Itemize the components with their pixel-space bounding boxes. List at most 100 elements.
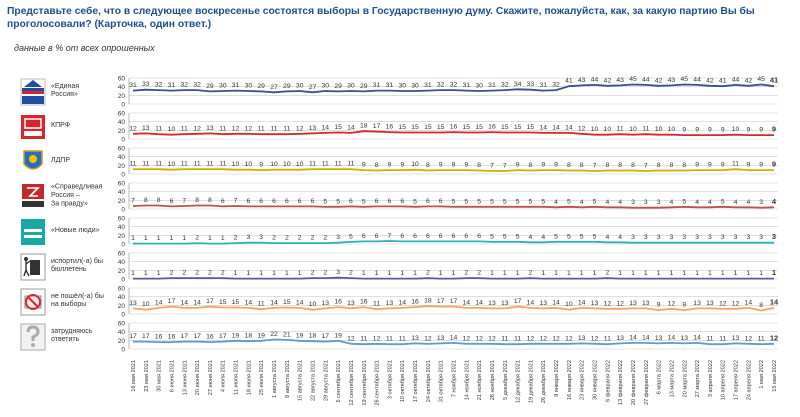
series-name: затрудняюсь ответить — [51, 328, 93, 343]
data-label: 27 — [309, 84, 317, 91]
x-tick-label: 16 мая 2021 — [131, 360, 137, 392]
data-label: 14 — [155, 299, 163, 306]
x-tick-label: 3 октября 2021 — [387, 360, 393, 399]
series-line — [133, 338, 775, 346]
data-label: 3 — [746, 234, 750, 241]
data-label: 9 — [516, 162, 520, 169]
data-label: 2 — [311, 270, 315, 277]
data-label: 16 — [386, 124, 394, 131]
data-label: 11 — [142, 161, 149, 168]
y-tick-label: 0 — [121, 172, 125, 179]
data-label: 33 — [527, 81, 535, 88]
data-label: 1 — [618, 270, 622, 277]
data-label: 11 — [617, 126, 624, 133]
data-label: 1 — [734, 270, 738, 277]
data-label: 11 — [335, 161, 342, 168]
series-name: «Единая Россия» — [51, 83, 79, 98]
data-label: 8 — [375, 162, 379, 169]
data-label: 5 — [593, 198, 597, 205]
data-label: 14 — [193, 299, 201, 306]
data-label: 9 — [682, 127, 686, 134]
data-label: 5 — [516, 198, 520, 205]
data-label: 5 — [682, 198, 686, 205]
y-tick-label: 40 — [118, 154, 126, 161]
data-label: 15 — [219, 299, 227, 306]
data-label: 17 — [180, 333, 188, 340]
data-label: 1 — [246, 270, 250, 277]
data-label: 1 — [131, 270, 135, 277]
data-label: 15 — [475, 124, 483, 131]
y-tick-label: 0 — [121, 312, 125, 319]
prohibit-slash — [27, 296, 39, 308]
x-tick-label: 1 августа 2021 — [272, 360, 278, 398]
data-label: 27 — [270, 84, 278, 91]
data-label: 31 — [463, 82, 471, 89]
data-label: 34 — [514, 81, 522, 88]
sr-mark — [27, 187, 40, 197]
question-mark — [26, 325, 40, 341]
data-label: 17 — [193, 333, 201, 340]
y-tick-label: 0 — [121, 137, 125, 144]
data-label: 10 — [411, 161, 419, 168]
data-label: 12 — [565, 335, 573, 342]
data-label: 41 — [770, 76, 778, 85]
data-label: 21 — [283, 331, 291, 338]
x-tick-label: 1 мая 2022 — [759, 360, 765, 389]
x-tick-label: 27 февраля 2022 — [644, 360, 650, 405]
data-label: 8 — [157, 197, 161, 204]
data-label: 10 — [668, 126, 676, 133]
data-label: 4 — [618, 234, 622, 241]
y-tick-label: 40 — [118, 259, 126, 266]
data-label: 17 — [142, 333, 150, 340]
data-label: 8 — [477, 162, 481, 169]
data-label: 1 — [772, 268, 776, 277]
data-label: 11 — [155, 161, 162, 168]
x-tick-label: 17 октября 2021 — [413, 360, 419, 402]
data-label: 1 — [285, 270, 289, 277]
y-tick-label: 60 — [118, 251, 126, 258]
data-label: 12 — [373, 335, 381, 342]
data-label: 11 — [219, 161, 226, 168]
data-label: 41 — [565, 78, 573, 85]
data-label: 11 — [347, 161, 354, 168]
data-label: 16 — [206, 334, 214, 341]
data-label: 4 — [695, 199, 699, 206]
data-label: 10 — [309, 301, 317, 308]
data-label: 8 — [618, 162, 622, 169]
data-label: 1 — [503, 270, 507, 277]
logo-caption-bar — [22, 96, 44, 104]
data-label: 13 — [206, 125, 214, 132]
x-tick-label: 13 марта 2022 — [669, 360, 675, 397]
data-label: 9 — [759, 162, 763, 169]
data-label: 12 — [732, 300, 740, 307]
data-label: 6 — [400, 198, 404, 205]
data-label: 6 — [349, 198, 353, 205]
x-tick-label: 24 октября 2021 — [426, 360, 432, 402]
data-label: 3 — [336, 269, 340, 276]
x-tick-label: 7 ноября 2021 — [452, 360, 458, 397]
data-label: 11 — [732, 161, 739, 168]
data-label: 15 — [463, 124, 471, 131]
data-label: 11 — [194, 161, 201, 168]
x-tick-label: 25 июля 2021 — [259, 360, 265, 395]
y-tick-label: 40 — [118, 84, 126, 91]
y-tick-label: 60 — [118, 76, 126, 83]
y-tick-label: 20 — [118, 128, 126, 135]
data-label: 13 — [591, 300, 599, 307]
data-label: 16 — [168, 334, 176, 341]
bear-shape — [24, 80, 42, 87]
data-label: 14 — [693, 334, 701, 341]
data-label: 6 — [452, 233, 456, 240]
data-label: 7 — [503, 162, 507, 169]
y-tick-label: 40 — [118, 294, 126, 301]
data-label: 11 — [399, 336, 406, 343]
data-label: 2 — [272, 235, 276, 242]
data-label: 5 — [567, 198, 571, 205]
prohibit-circle — [25, 294, 41, 310]
data-label: 13 — [539, 300, 547, 307]
y-tick-label: 60 — [118, 216, 126, 223]
data-label: 5 — [477, 198, 481, 205]
data-label: 14 — [578, 299, 586, 306]
data-label: 1 — [298, 270, 302, 277]
